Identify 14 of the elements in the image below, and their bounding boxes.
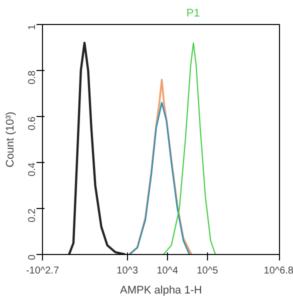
text: P1 — [186, 8, 200, 20]
y-tick-label: 0.2 — [27, 208, 38, 222]
y-tick-label: 0 — [27, 254, 38, 260]
x-tick-label: 10^3 — [116, 266, 138, 276]
y-tick-label: 1 — [27, 24, 38, 30]
x-tick-label: 10^6.8 — [264, 266, 293, 276]
x-tick-label: 10^5 — [196, 266, 219, 276]
x-tick-label: -10^2.7 — [26, 266, 60, 276]
y-tick-label: 0.4 — [27, 162, 38, 176]
y-tick-label: 0.8 — [27, 70, 38, 84]
y-axis-title: Count (10³) — [4, 112, 16, 168]
x-tick-label: 10^4 — [156, 266, 179, 276]
x-axis-title: AMPK alpha 1-H — [120, 284, 202, 296]
y-tick-label: 0.6 — [27, 116, 38, 130]
